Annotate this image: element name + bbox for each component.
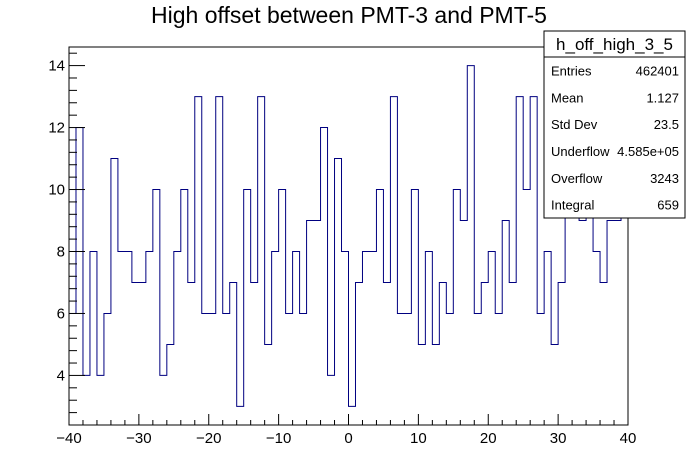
x-tick-label: −40 [56, 430, 81, 447]
x-tick-label: −20 [196, 430, 221, 447]
stats-row-label: Underflow [551, 144, 610, 159]
stats-row-value: 462401 [636, 63, 679, 78]
stats-row-label: Entries [551, 63, 592, 78]
stats-row-label: Mean [551, 90, 584, 105]
stats-row-label: Std Dev [551, 117, 598, 132]
stats-row-value: 1.127 [646, 90, 679, 105]
histogram-line [69, 65, 628, 407]
y-tick-label: 12 [48, 120, 65, 137]
x-tick-label: 40 [620, 430, 637, 447]
y-tick-label: 10 [48, 182, 65, 199]
x-tick-label: 10 [410, 430, 427, 447]
histogram-series [69, 65, 628, 407]
stats-row-label: Integral [551, 198, 594, 213]
stats-row-value: 659 [657, 198, 679, 213]
stats-box-name: h_off_high_3_5 [556, 35, 673, 54]
stats-row-value: 3243 [650, 171, 679, 186]
x-tick-label: −10 [266, 430, 291, 447]
y-tick-label: 6 [57, 305, 65, 322]
stats-box: h_off_high_3_5 Entries 462401 Mean 1.127 Std… [543, 30, 686, 219]
x-tick-label: 0 [344, 430, 352, 447]
x-tick-label: −30 [126, 430, 151, 447]
y-tick-label: 8 [57, 243, 65, 260]
stats-row-value: 4.585e+05 [617, 144, 679, 159]
x-tick-label: 30 [550, 430, 567, 447]
stats-box-rows: Entries 462401 Mean 1.127 Std Dev 23.5 Underfl… [551, 63, 679, 212]
y-tick-label: 4 [57, 367, 65, 384]
stats-box-background [543, 30, 686, 219]
x-tick-label: 20 [480, 430, 497, 447]
chart-title: High offset between PMT-3 and PMT-5 [151, 2, 547, 28]
stats-row-label: Overflow [551, 171, 603, 186]
stats-row-value: 23.5 [654, 117, 679, 132]
y-tick-label: 14 [48, 58, 65, 75]
axes: −40 −30 −20 −10 0 10 20 30 40 4 6 8 10 12 14 [48, 52, 637, 447]
